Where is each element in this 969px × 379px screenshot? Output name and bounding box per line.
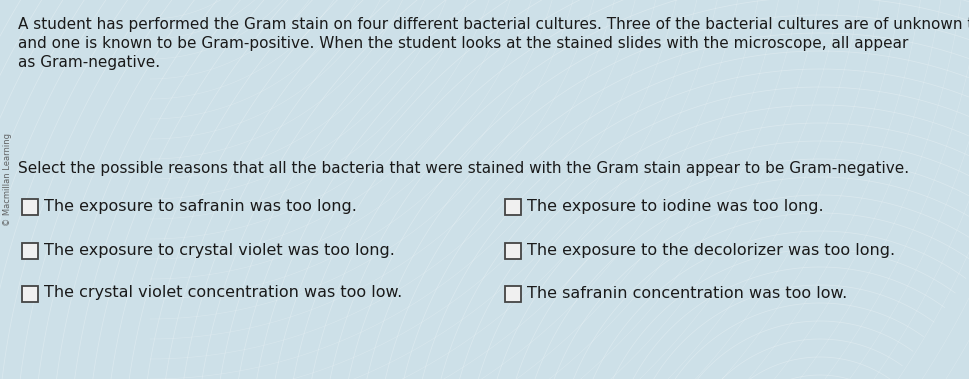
Text: © Macmillan Learning: © Macmillan Learning xyxy=(4,133,13,226)
Text: The safranin concentration was too low.: The safranin concentration was too low. xyxy=(526,285,846,301)
FancyBboxPatch shape xyxy=(505,286,520,302)
Text: The exposure to the decolorizer was too long.: The exposure to the decolorizer was too … xyxy=(526,243,894,257)
FancyBboxPatch shape xyxy=(22,243,38,259)
FancyBboxPatch shape xyxy=(22,286,38,302)
Text: and one is known to be Gram-positive. When the student looks at the stained slid: and one is known to be Gram-positive. Wh… xyxy=(18,36,907,51)
Text: The crystal violet concentration was too low.: The crystal violet concentration was too… xyxy=(44,285,402,301)
FancyBboxPatch shape xyxy=(22,199,38,215)
Text: A student has performed the Gram stain on four different bacterial cultures. Thr: A student has performed the Gram stain o… xyxy=(18,17,969,32)
FancyBboxPatch shape xyxy=(505,199,520,215)
Text: The exposure to safranin was too long.: The exposure to safranin was too long. xyxy=(44,199,357,213)
Text: as Gram-negative.: as Gram-negative. xyxy=(18,55,160,70)
Text: The exposure to iodine was too long.: The exposure to iodine was too long. xyxy=(526,199,823,213)
Text: Select the possible reasons that all the bacteria that were stained with the Gra: Select the possible reasons that all the… xyxy=(18,161,908,176)
Text: The exposure to crystal violet was too long.: The exposure to crystal violet was too l… xyxy=(44,243,394,257)
FancyBboxPatch shape xyxy=(505,243,520,259)
